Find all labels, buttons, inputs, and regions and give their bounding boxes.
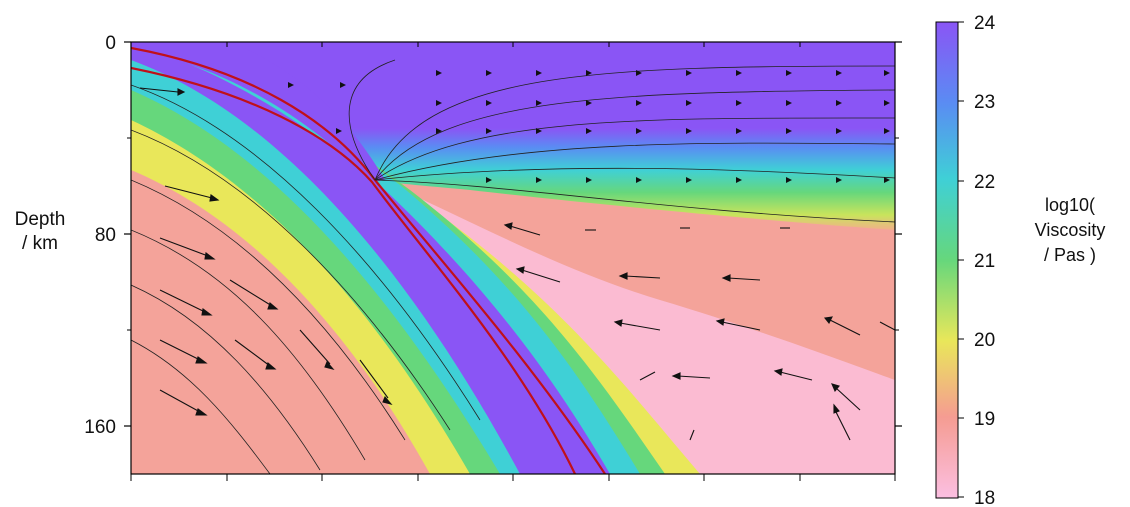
velocity-arrow (786, 128, 792, 134)
velocity-arrow (159, 339, 208, 364)
velocity-arrow (736, 100, 742, 106)
x-ticks (130, 42, 896, 481)
velocity-arrow (836, 100, 842, 106)
slab-interface-line-lower (131, 66, 576, 474)
velocity-arrow (686, 100, 692, 106)
velocity-arrow (486, 177, 492, 183)
colorbar-tick-label: 22 (974, 172, 995, 193)
velocity-arrow (879, 321, 895, 331)
velocity-arrow (686, 128, 692, 134)
velocity-arrow (786, 177, 792, 183)
velocity-arrow (486, 70, 492, 76)
velocity-arrow (836, 70, 842, 76)
velocity-arrow (586, 100, 592, 106)
plot-area (131, 42, 895, 474)
colorbar-tick-label: 19 (974, 409, 995, 430)
y-axis-label-line1: Depth (15, 209, 66, 230)
overriding-plate-region (131, 42, 895, 230)
velocity-arrow (515, 266, 561, 283)
velocity-arrow (833, 403, 851, 441)
velocity-arrow (586, 177, 592, 183)
velocity-arrow (721, 274, 761, 282)
velocity-arrow (671, 372, 711, 380)
velocity-arrow (340, 82, 346, 88)
velocity-arrow (586, 128, 592, 134)
velocity-arrow (884, 100, 890, 106)
velocity-arrow (436, 70, 442, 76)
velocity-arrow (436, 100, 442, 106)
y-axis: 0 80 160 Depth / km (15, 33, 902, 438)
velocity-arrow (689, 429, 695, 441)
y-tick-label: 160 (84, 417, 116, 438)
colorbar-label-line1: log10( (1045, 195, 1095, 215)
velocity-arrow (686, 177, 692, 183)
velocity-arrow (336, 128, 342, 134)
velocity-arrow (736, 70, 742, 76)
velocity-arrow (686, 70, 692, 76)
velocity-arrow (636, 70, 642, 76)
velocity-arrow (836, 177, 842, 183)
velocity-arrow (636, 128, 642, 134)
velocity-arrow (786, 100, 792, 106)
velocity-arrow (164, 185, 220, 202)
velocity-arrow (736, 128, 742, 134)
velocity-arrow (884, 70, 890, 76)
velocity-arrow (503, 222, 541, 236)
velocity-arrow (536, 177, 542, 183)
colorbar-tick-label: 18 (974, 488, 995, 507)
y-axis-label-line2: / km (22, 233, 58, 254)
colorbar-tick-label: 20 (974, 330, 995, 351)
velocity-arrow (159, 237, 216, 260)
velocity-arrows (139, 87, 895, 441)
colorbar-tick-label: 23 (974, 92, 995, 113)
velocity-arrow (715, 318, 761, 331)
velocity-arrow (288, 82, 294, 88)
plate-arrowheads (288, 70, 890, 183)
velocity-arrow (299, 329, 335, 370)
velocity-arrow (884, 128, 890, 134)
velocity-arrow (636, 177, 642, 183)
velocity-arrow (618, 272, 661, 280)
colorbar: 24 23 22 21 20 19 18 log10( Viscosity / … (935, 13, 1106, 507)
velocity-arrow (831, 383, 861, 411)
y-tick-label: 80 (95, 225, 116, 246)
colorbar-tick-label: 24 (974, 13, 996, 34)
colorbar-gradient (935, 21, 959, 499)
velocity-arrow (139, 87, 186, 96)
slab-streamlines (131, 84, 481, 474)
velocity-arrow (586, 70, 592, 76)
velocity-arrow (773, 368, 813, 381)
colorbar-tick-label: 21 (974, 251, 995, 272)
velocity-arrow (159, 289, 213, 316)
velocity-arrow (486, 128, 492, 134)
velocity-arrow (536, 70, 542, 76)
velocity-arrow (823, 316, 861, 336)
slab-core (131, 45, 610, 474)
mantle-wedge-region (380, 180, 895, 474)
velocity-arrow (736, 177, 742, 183)
y-tick-label: 0 (105, 33, 116, 54)
velocity-arrow (536, 100, 542, 106)
velocity-arrow (229, 279, 279, 310)
velocity-arrow (486, 100, 492, 106)
plate-streamlines (348, 59, 895, 223)
velocity-arrow (436, 128, 442, 134)
velocity-arrow (234, 339, 277, 370)
velocity-arrow (613, 319, 661, 331)
colorbar-label-line2: Viscosity (1035, 220, 1106, 240)
velocity-arrow (836, 128, 842, 134)
velocity-arrow (884, 177, 890, 183)
velocity-arrow (636, 100, 642, 106)
velocity-arrow (159, 389, 208, 416)
velocity-arrow (359, 359, 393, 405)
velocity-arrow (639, 371, 656, 381)
velocity-arrow (536, 128, 542, 134)
velocity-arrow (786, 70, 792, 76)
colorbar-label-line3: / Pas ) (1044, 245, 1096, 265)
